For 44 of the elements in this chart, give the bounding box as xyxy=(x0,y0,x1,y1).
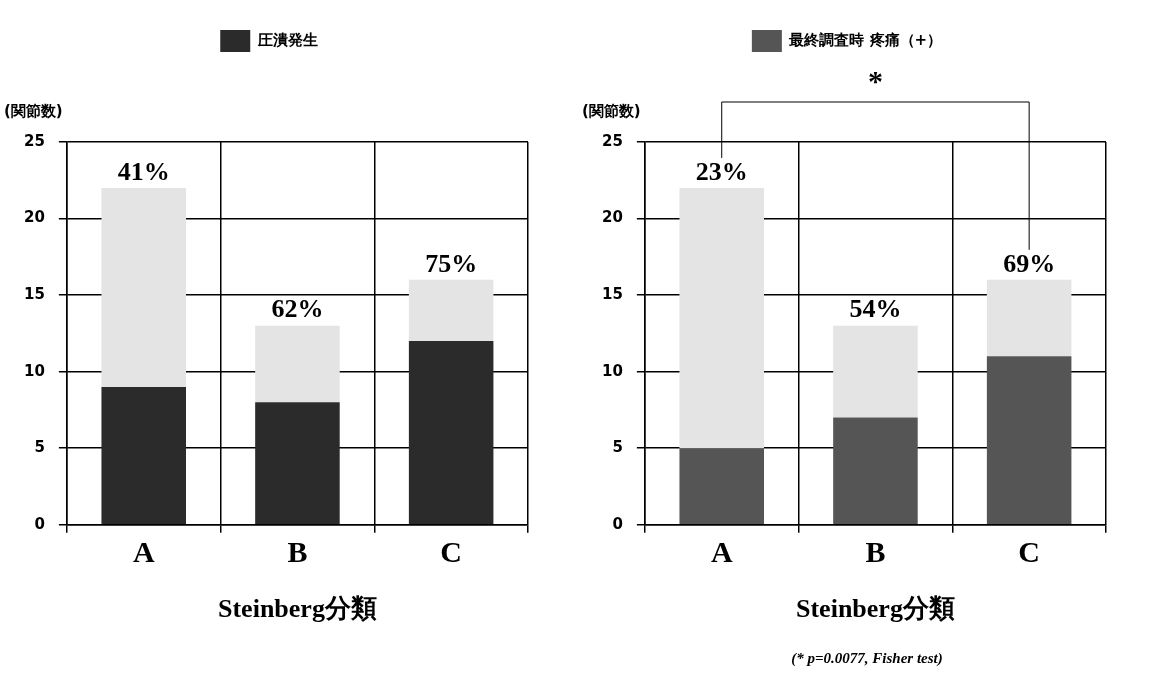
bar xyxy=(101,187,186,387)
bar xyxy=(833,325,918,418)
x-tick-label: A xyxy=(710,534,733,568)
text: (* p=0.0077, Fisher test) xyxy=(790,650,944,667)
annotation: 54% xyxy=(849,294,902,324)
y-tick-label: 20 xyxy=(24,208,45,227)
y-tick-label: 25 xyxy=(24,131,45,150)
y-axis-title: (関節数) xyxy=(4,102,63,121)
y-tick-label: 25 xyxy=(602,131,623,150)
annotation: 62% xyxy=(271,294,324,324)
x-axis-title: Steinberg分類 xyxy=(217,594,377,624)
y-tick-label: 0 xyxy=(612,514,623,533)
bar xyxy=(101,386,186,525)
annotation: 75% xyxy=(425,248,478,278)
x-tick-label: A xyxy=(132,534,155,568)
bar xyxy=(833,417,918,525)
y-tick-label: 15 xyxy=(602,285,623,304)
x-axis-title: Steinberg分類 xyxy=(795,594,955,624)
bar xyxy=(986,356,1072,525)
bar xyxy=(255,402,340,525)
bar xyxy=(986,279,1072,357)
y-tick-label: 20 xyxy=(602,208,623,227)
x-tick-label: B xyxy=(865,534,886,568)
x-tick-label: C xyxy=(440,534,462,568)
bar xyxy=(408,341,494,525)
bar xyxy=(679,187,764,449)
annotation: 69% xyxy=(1003,248,1056,278)
y-tick-label: 5 xyxy=(612,438,623,457)
y-tick-label: 5 xyxy=(34,438,45,457)
legend-label: 最終調査時 疼痛（+） xyxy=(788,30,943,49)
bar xyxy=(408,279,494,342)
y-tick-label: 0 xyxy=(34,514,45,533)
legend-label: 圧潰発生 xyxy=(256,30,318,49)
y-axis-title: (関節数) xyxy=(582,102,641,121)
bar xyxy=(255,325,340,403)
annotation: 23% xyxy=(695,156,748,186)
annotation: 41% xyxy=(117,156,170,186)
bar xyxy=(679,448,764,525)
x-tick-label: C xyxy=(1018,534,1040,568)
y-tick-label: 15 xyxy=(24,285,45,304)
x-tick-label: B xyxy=(287,534,308,568)
y-tick-label: 10 xyxy=(24,361,45,380)
text: * xyxy=(867,63,883,97)
y-tick-label: 10 xyxy=(602,361,623,380)
